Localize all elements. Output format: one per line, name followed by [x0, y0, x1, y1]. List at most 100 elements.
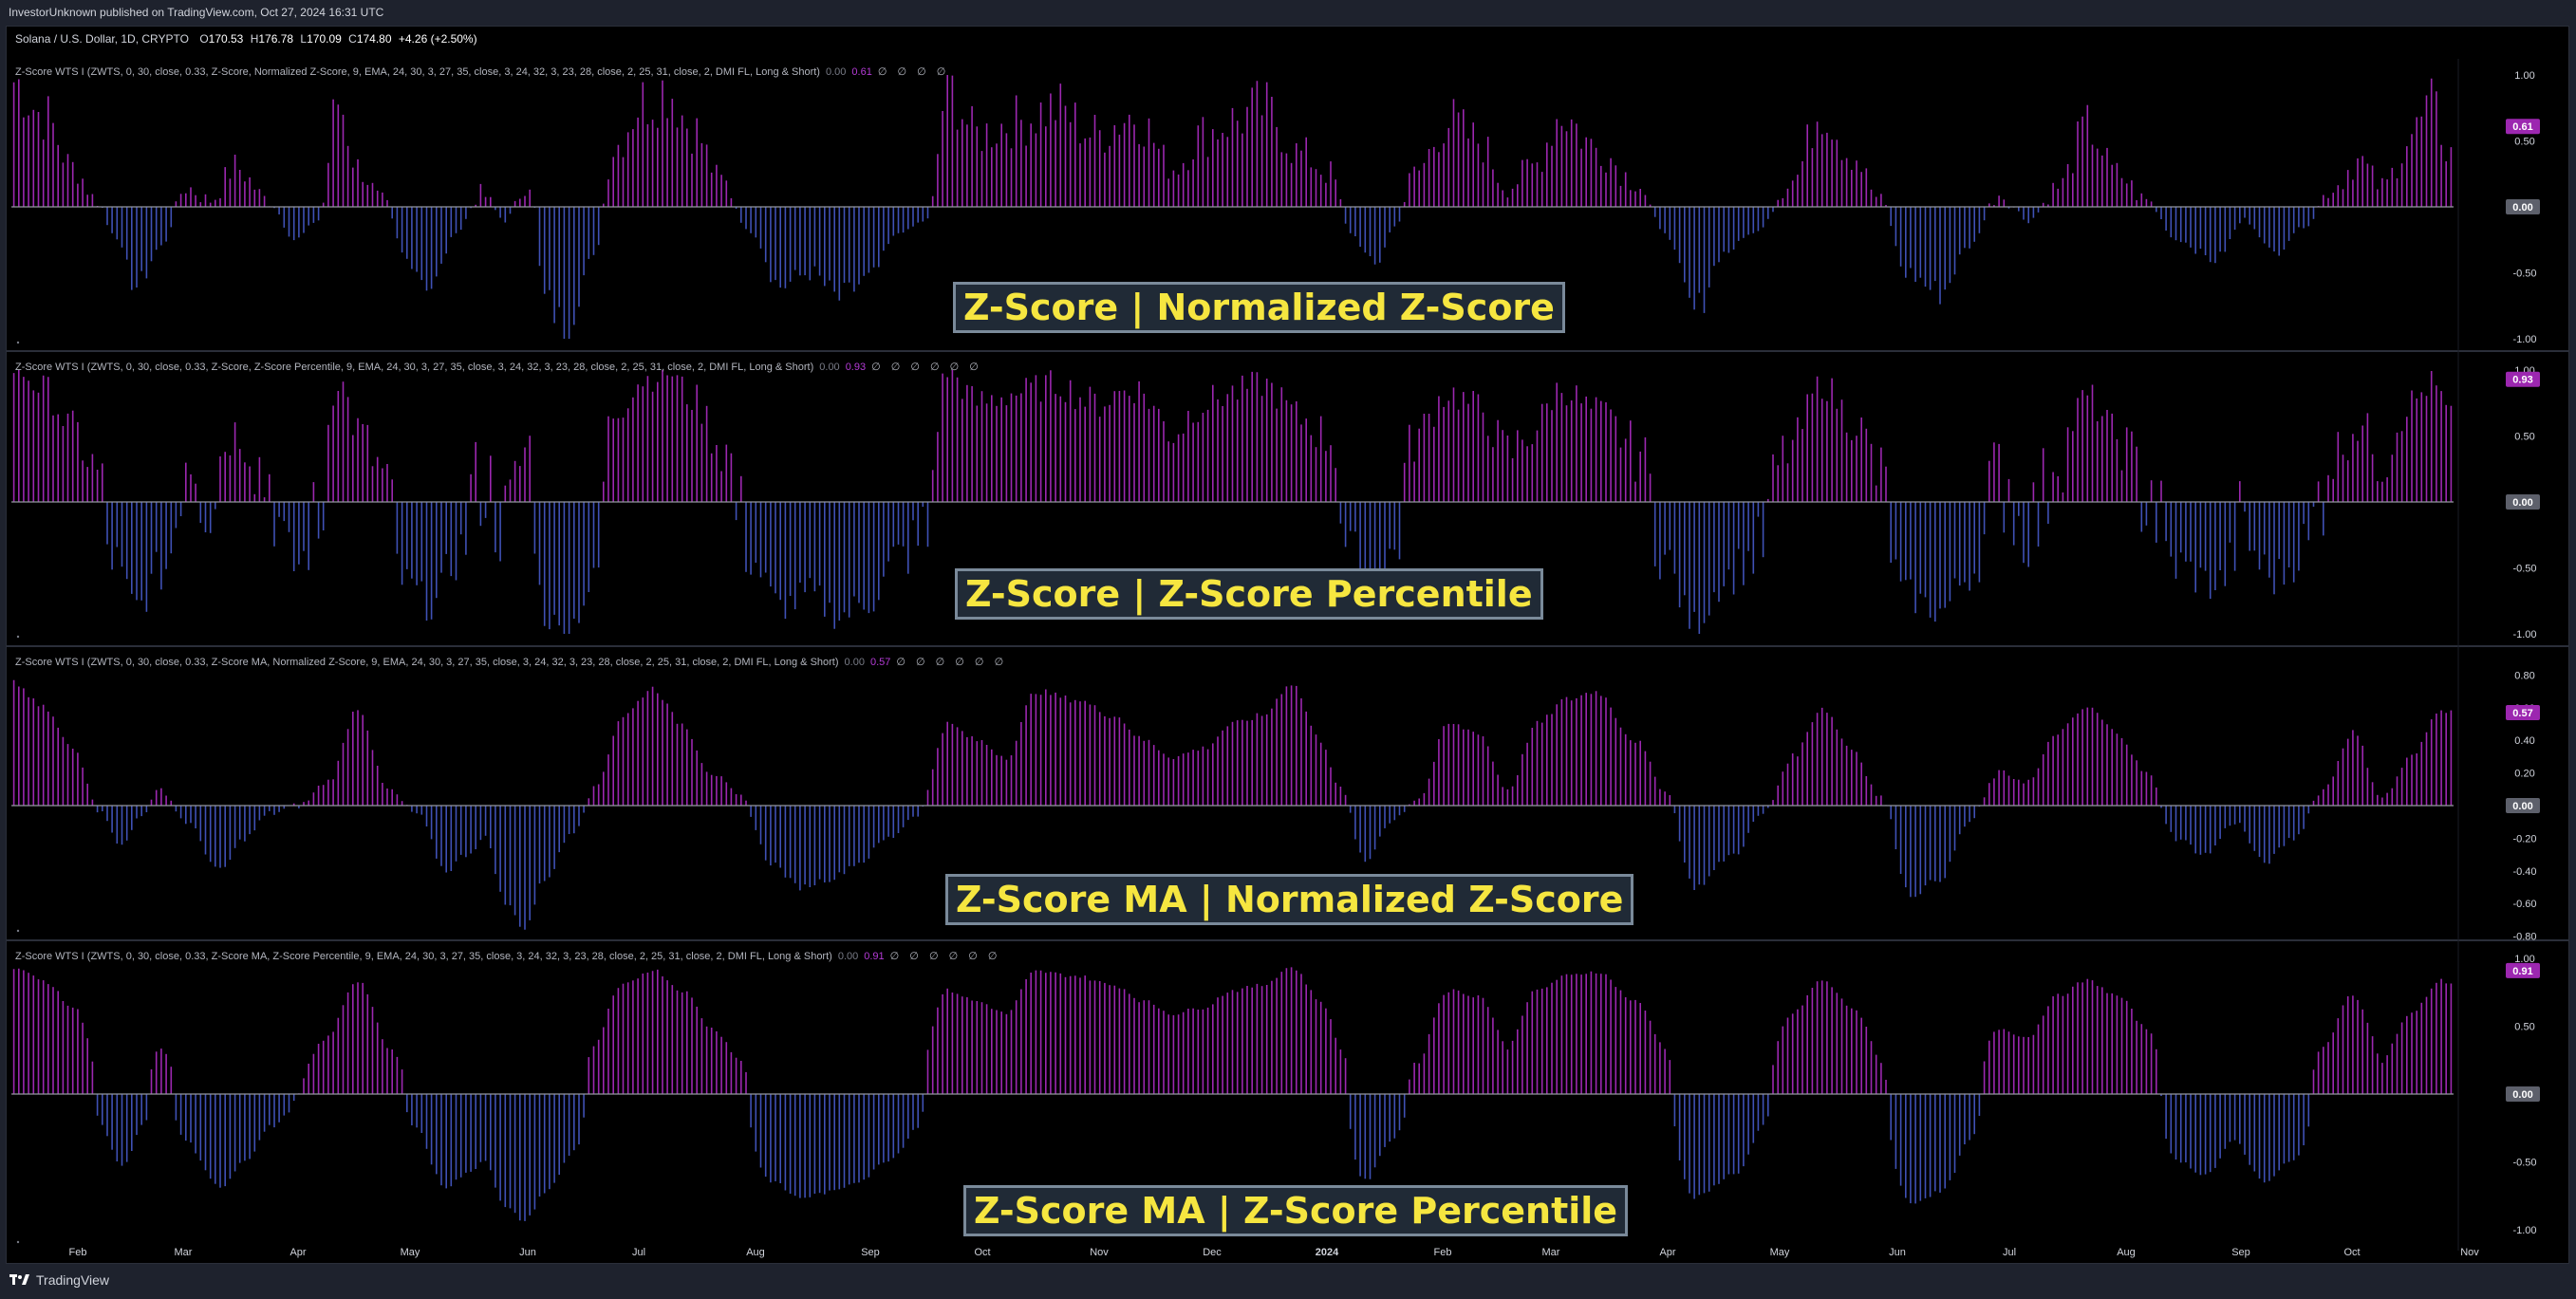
pane-3-zero-badge — [2506, 798, 2540, 813]
pane-4-value-b: 0.91 — [864, 951, 885, 962]
x-axis-tick: Jul — [2003, 1247, 2016, 1258]
pane-3-legend-dots: ∅ ∅ ∅ ∅ ∅ ∅ — [896, 657, 1008, 668]
pane-2-marker — [16, 635, 20, 639]
ohlc-close-label: C — [348, 32, 357, 46]
published-text: InvestorUnknown published on TradingView… — [9, 6, 384, 19]
tradingview-logo-icon — [9, 1274, 29, 1285]
pane-3-value-b: 0.57 — [869, 657, 891, 668]
pane-3-last-value-badge — [2506, 704, 2540, 720]
pane-4-bars — [12, 967, 2453, 1221]
pane-2-legend[interactable]: Z-Score WTS I (ZWTS, 0, 30, close, 0.33,… — [15, 361, 982, 374]
x-axis-tick: Nov — [1090, 1247, 1109, 1258]
pane-1-y-tick: 1.00 — [2514, 70, 2534, 82]
pane-4-overlay-label: Z-Score MA | Z-Score Percentile — [963, 1185, 1629, 1236]
ohlc-high-label: H — [250, 32, 259, 46]
pane-4-value-a: 0.00 — [837, 951, 859, 962]
pane-4-y-tick: -1.00 — [2512, 1225, 2536, 1236]
pane-4-y-tick: 0.50 — [2514, 1022, 2534, 1033]
x-axis-tick: Nov — [2460, 1247, 2479, 1258]
x-axis-tick: Apr — [289, 1247, 306, 1258]
ohlc-close: 174.80 — [356, 32, 392, 46]
x-axis-tick: Jun — [1889, 1247, 1906, 1258]
pane-2-value-a: 0.00 — [819, 362, 840, 373]
pane-2-legend-dots: ∅ ∅ ∅ ∅ ∅ ∅ — [871, 362, 982, 373]
pane-3-y-tick: -0.80 — [2512, 932, 2536, 943]
publish-header: InvestorUnknown published on TradingView… — [0, 0, 2576, 26]
ohlc-open-label: O — [199, 32, 209, 46]
pane-4-marker — [16, 1240, 20, 1244]
footer-bar — [0, 1264, 2576, 1299]
x-axis-tick: Apr — [1659, 1247, 1675, 1258]
ohlc-change: +4.26 (+2.50%) — [398, 32, 477, 46]
pane-3-y-tick: 0.40 — [2514, 735, 2534, 747]
pane-2-last-value-badge — [2506, 371, 2540, 387]
x-axis-tick: May — [401, 1247, 420, 1258]
x-axis-tick: Jun — [519, 1247, 536, 1258]
x-axis-tick: May — [1770, 1247, 1790, 1258]
pane-2-legend-title[interactable]: Z-Score WTS I (ZWTS, 0, 30, close, 0.33,… — [15, 362, 814, 373]
pane-1-last-value-text: 0.61 — [2512, 121, 2532, 133]
tradingview-brand[interactable]: TradingView — [9, 1272, 109, 1288]
x-axis-tick: Oct — [974, 1247, 990, 1258]
x-axis-tick: Sep — [861, 1247, 880, 1258]
ohlc-low-label: L — [300, 32, 308, 46]
pane-3-value-a: 0.00 — [844, 657, 865, 668]
x-axis-tick: Mar — [175, 1247, 193, 1258]
x-axis-tick: Mar — [1542, 1247, 1560, 1258]
x-axis-tick: Aug — [2117, 1247, 2136, 1258]
pane-3-last-value-text: 0.57 — [2512, 708, 2532, 719]
pane-1-zero-badge-text: 0.00 — [2512, 202, 2532, 213]
pane-4-last-value-badge — [2506, 962, 2540, 978]
symbol-header[interactable]: Solana / U.S. Dollar, 1D, CRYPTO O170.53… — [15, 29, 477, 48]
pane-4-zero-badge — [2506, 1086, 2540, 1102]
pane-3-y-tick: -0.20 — [2512, 833, 2536, 844]
pane-1-legend-title[interactable]: Z-Score WTS I (ZWTS, 0, 30, close, 0.33,… — [15, 66, 820, 78]
x-axis-tick: Oct — [2343, 1247, 2360, 1258]
pane-1-value-a: 0.00 — [825, 66, 847, 78]
pane-2-overlay-label: Z-Score | Z-Score Percentile — [955, 568, 1543, 620]
pane-1-value-b: 0.61 — [851, 66, 872, 78]
pane-4-zero-badge-text: 0.00 — [2512, 1089, 2532, 1101]
pane-4-last-value-text: 0.91 — [2512, 966, 2532, 977]
pane-2-y-tick: -1.00 — [2512, 629, 2536, 640]
pane-2-zero-badge — [2506, 494, 2540, 510]
ohlc-high: 176.78 — [258, 32, 294, 46]
pane-1-zero-badge — [2506, 199, 2540, 214]
x-axis-tick: Feb — [69, 1247, 87, 1258]
pane-4-y-tick: 1.00 — [2514, 954, 2534, 965]
pane-1-legend[interactable]: Z-Score WTS I (ZWTS, 0, 30, close, 0.33,… — [15, 65, 949, 79]
pane-2-y-tick: -0.50 — [2512, 564, 2536, 575]
pane-1-last-value-badge — [2506, 119, 2540, 135]
pane-3-bars — [12, 679, 2453, 930]
pane-3-zero-badge-text: 0.00 — [2512, 801, 2532, 812]
x-axis-tick: Sep — [2231, 1247, 2250, 1258]
pane-3-y-tick: -0.40 — [2512, 866, 2536, 878]
tradingview-brand-text: TradingView — [36, 1272, 110, 1288]
pane-1-y-tick: -0.50 — [2512, 269, 2536, 280]
pane-1-y-tick: -1.00 — [2512, 334, 2536, 345]
pane-3-legend[interactable]: Z-Score WTS I (ZWTS, 0, 30, close, 0.33,… — [15, 656, 1007, 669]
pane-3-legend-title[interactable]: Z-Score WTS I (ZWTS, 0, 30, close, 0.33,… — [15, 657, 839, 668]
pane-2-value-b: 0.93 — [845, 362, 867, 373]
pane-1-y-tick: 0.50 — [2514, 137, 2534, 148]
pane-2-zero-badge-text: 0.00 — [2512, 497, 2532, 509]
pane-4-y-tick: -0.50 — [2512, 1158, 2536, 1169]
pane-4-legend-title[interactable]: Z-Score WTS I (ZWTS, 0, 30, close, 0.33,… — [15, 951, 832, 962]
symbol-name[interactable]: Solana / U.S. Dollar, 1D, CRYPTO — [15, 32, 189, 46]
pane-4-legend[interactable]: Z-Score WTS I (ZWTS, 0, 30, close, 0.33,… — [15, 950, 1000, 963]
ohlc-open: 170.53 — [208, 32, 244, 46]
pane-3-y-tick: 0.80 — [2514, 670, 2534, 681]
pane-3-y-tick: -0.60 — [2512, 899, 2536, 910]
pane-2-y-tick: 0.50 — [2514, 432, 2534, 443]
x-axis-tick: 2024 — [1316, 1247, 1339, 1258]
ohlc-low: 170.09 — [307, 32, 342, 46]
pane-1-overlay-label: Z-Score | Normalized Z-Score — [953, 282, 1565, 333]
pane-2-last-value-text: 0.93 — [2512, 375, 2532, 386]
pane-2-bars — [12, 370, 2453, 634]
pane-4-legend-dots: ∅ ∅ ∅ ∅ ∅ ∅ — [889, 951, 1001, 962]
pane-1-marker — [16, 341, 20, 344]
pane-3-y-tick: 0.20 — [2514, 769, 2534, 780]
pane-1-bars — [12, 75, 2453, 339]
x-axis-tick: Feb — [1434, 1247, 1452, 1258]
